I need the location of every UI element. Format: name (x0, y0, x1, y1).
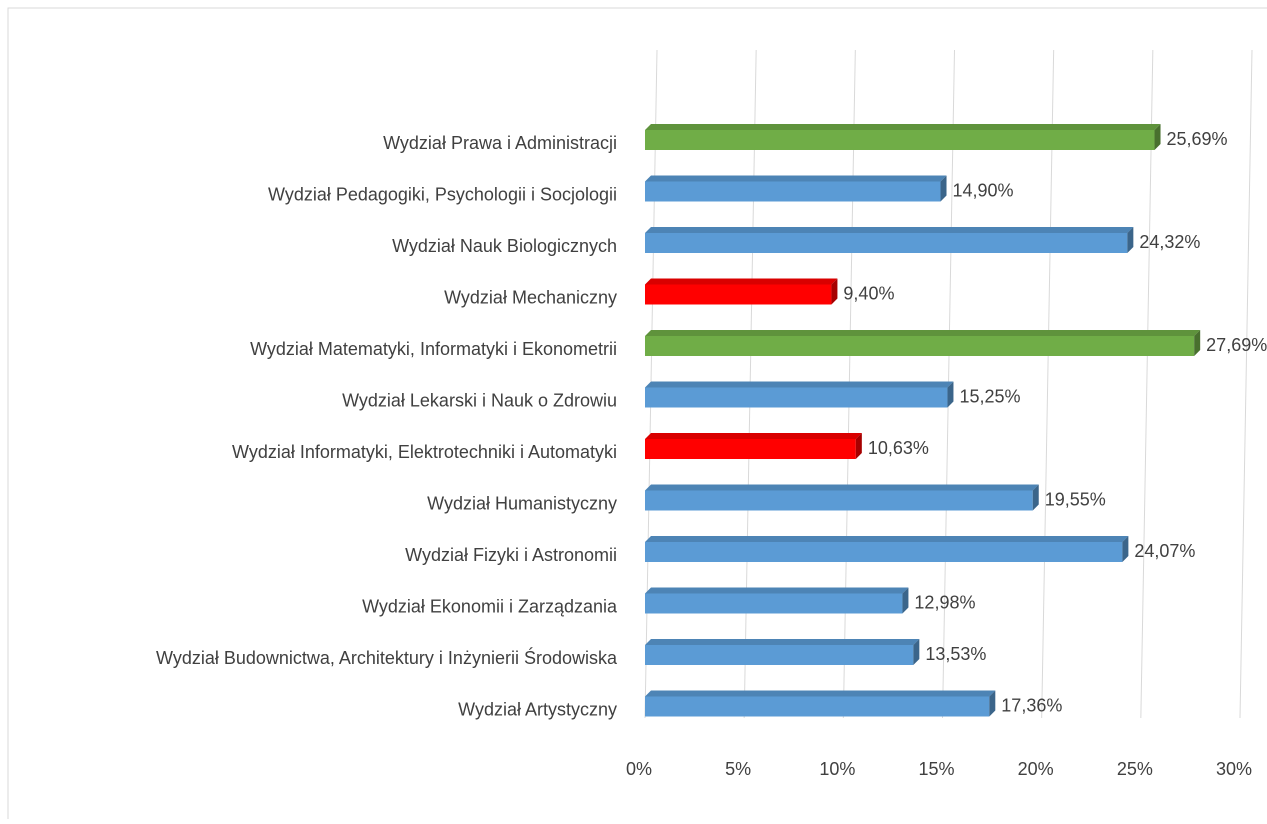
y-tick-label: Wydział Humanistyczny (427, 493, 617, 513)
bar-top (645, 639, 920, 645)
value-label: 25,69% (1167, 129, 1228, 149)
value-label: 13,53% (925, 644, 986, 664)
bar-end (1194, 330, 1201, 356)
bar (645, 490, 1033, 511)
bar (645, 233, 1128, 253)
value-label: 12,98% (914, 592, 975, 612)
x-tick-label: 10% (819, 759, 855, 779)
bar (645, 593, 903, 614)
x-tick-label: 0% (626, 759, 652, 779)
value-label: 24,32% (1139, 232, 1200, 252)
bar-top (645, 587, 909, 594)
y-tick-label: Wydział Informatyki, Elektrotechniki i A… (232, 442, 617, 462)
x-tick-label: 20% (1018, 759, 1054, 779)
bar-end (1032, 484, 1039, 511)
bar (645, 130, 1155, 150)
bar-top (645, 227, 1134, 233)
value-label: 19,55% (1045, 489, 1106, 509)
bar (645, 439, 856, 459)
bar-end (855, 433, 862, 459)
bar (645, 284, 832, 305)
value-label: 10,63% (868, 438, 929, 458)
bar (645, 181, 941, 202)
y-tick-label: Wydział Lekarski i Nauk o Zdrowiu (342, 390, 617, 410)
value-label: 9,40% (843, 283, 894, 303)
x-tick-label: 30% (1216, 759, 1252, 779)
bar (645, 696, 990, 717)
bar-top (645, 330, 1201, 336)
y-tick-label: Wydział Fizyki i Astronomii (405, 545, 617, 565)
y-tick-label: Wydział Matematyki, Informatyki i Ekonom… (250, 339, 617, 359)
y-tick-label: Wydział Nauk Biologicznych (392, 236, 617, 256)
bar-top (645, 536, 1129, 542)
bar-end (1154, 124, 1161, 150)
bar-end (913, 639, 920, 665)
value-label: 24,07% (1134, 541, 1195, 561)
bar-end (1127, 227, 1134, 253)
bar-top (645, 124, 1161, 130)
y-tick-label: Wydział Ekonomii i Zarządzania (362, 596, 618, 616)
y-tick-label: Wydział Artystyczny (458, 699, 617, 719)
value-label: 15,25% (959, 386, 1020, 406)
bar (645, 336, 1195, 356)
bar-end (947, 381, 954, 408)
bar-end (940, 175, 947, 202)
bar-top (645, 484, 1039, 491)
bar-top (645, 690, 996, 697)
x-tick-label: 15% (918, 759, 954, 779)
bar-end (989, 690, 996, 717)
grid-line (1239, 49, 1253, 719)
bar-end (902, 587, 909, 614)
value-label: 17,36% (1001, 695, 1062, 715)
bar-top (645, 175, 947, 182)
value-label: 27,69% (1206, 335, 1267, 355)
y-tick-label: Wydział Budownictwa, Architektury i Inży… (156, 647, 618, 668)
bar-end (1122, 536, 1129, 562)
grid-line (1140, 49, 1154, 719)
bar-top (645, 381, 954, 388)
y-tick-label: Wydział Prawa i Administracji (383, 133, 617, 153)
bar (645, 645, 914, 665)
y-tick-label: Wydział Pedagogiki, Psychologii i Socjol… (268, 184, 617, 204)
bar-end (831, 278, 838, 305)
x-tick-label: 25% (1117, 759, 1153, 779)
value-label: 14,90% (953, 180, 1014, 200)
grid-line (1041, 49, 1055, 719)
y-tick-label: Wydział Mechaniczny (444, 287, 617, 307)
bar (645, 542, 1123, 562)
x-tick-label: 5% (725, 759, 751, 779)
bar-top (645, 278, 838, 285)
bar (645, 387, 948, 408)
bar-top (645, 433, 862, 439)
